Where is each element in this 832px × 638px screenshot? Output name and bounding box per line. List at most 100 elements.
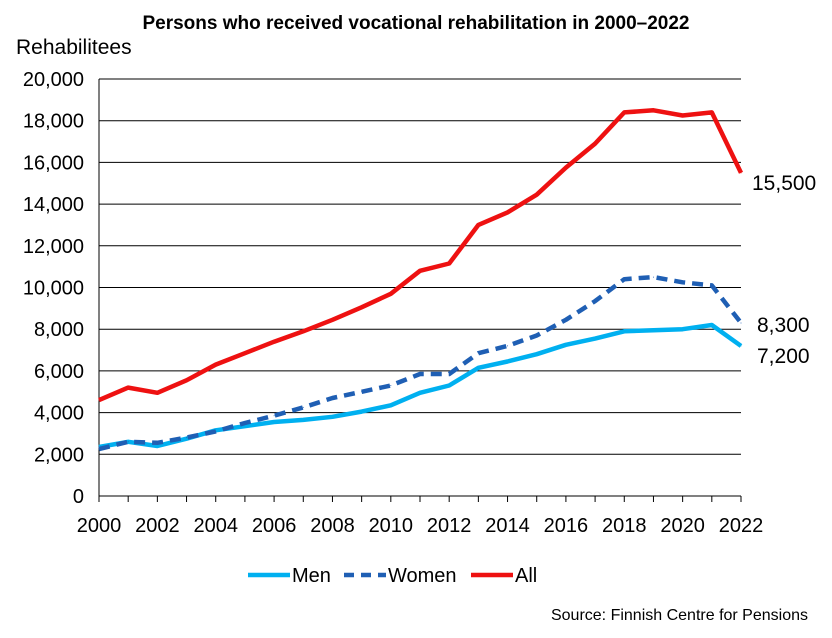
legend-label-all: All	[515, 565, 537, 587]
data-point-men	[419, 392, 421, 394]
data-point-women	[98, 448, 100, 450]
data-point-women	[361, 391, 363, 393]
data-point-all	[98, 399, 100, 401]
y-tick-label: 18,000	[23, 111, 84, 133]
data-point-men	[652, 329, 654, 331]
data-point-women	[331, 397, 333, 399]
data-point-women	[186, 437, 188, 439]
data-point-women	[215, 430, 217, 432]
data-point-all	[244, 352, 246, 354]
data-point-men	[156, 445, 158, 447]
data-point-all	[740, 172, 742, 174]
end-label-men: 7,200	[757, 345, 810, 368]
data-point-women	[273, 415, 275, 417]
x-tick-label: 2004	[193, 515, 238, 537]
data-point-all	[331, 319, 333, 321]
end-labels: 7,200 8,300 15,500	[752, 172, 816, 368]
data-point-all	[507, 211, 509, 213]
data-point-men	[448, 384, 450, 386]
x-tick-label: 2022	[719, 515, 764, 537]
data-point-all	[565, 167, 567, 169]
data-point-women	[156, 442, 158, 444]
data-point-women	[536, 334, 538, 336]
data-point-all	[361, 306, 363, 308]
x-tick-label: 2008	[310, 515, 355, 537]
data-point-women	[652, 276, 654, 278]
data-point-men	[244, 425, 246, 427]
x-tick-label: 2020	[660, 515, 705, 537]
data-point-all	[273, 341, 275, 343]
data-point-men	[536, 353, 538, 355]
x-tick-label: 2018	[602, 515, 647, 537]
data-point-men	[507, 361, 509, 363]
data-point-men	[331, 416, 333, 418]
data-point-women	[507, 345, 509, 347]
gridlines	[99, 78, 741, 497]
y-tick-label: 2,000	[34, 444, 84, 466]
data-point-all	[419, 270, 421, 272]
legend-label-women: Women	[388, 565, 457, 587]
y-tick-label: 12,000	[23, 236, 84, 258]
y-tick-label: 8,000	[34, 319, 84, 341]
data-point-women	[302, 406, 304, 408]
y-tick-label: 14,000	[23, 194, 84, 216]
y-tick-label: 20,000	[23, 69, 84, 91]
data-point-all	[623, 111, 625, 113]
data-point-men	[477, 367, 479, 369]
y-tick-label: 10,000	[23, 278, 84, 300]
x-axis: 2000 2002 2004 2006 2008 2010 2012 2014 2016 2018…	[77, 79, 764, 537]
source-note: Source: Finnish Centre for Pensions	[551, 607, 808, 624]
data-point-women	[682, 281, 684, 283]
data-point-men	[273, 421, 275, 423]
data-point-women	[623, 278, 625, 280]
y-tick-label: 0	[73, 486, 84, 508]
x-tick-label: 2000	[77, 515, 122, 537]
data-point-all	[682, 114, 684, 116]
data-point-men	[711, 324, 713, 326]
x-tick-label: 2010	[369, 515, 414, 537]
data-point-men	[682, 328, 684, 330]
data-point-women	[477, 352, 479, 354]
data-point-all	[186, 379, 188, 381]
x-tick-label: 2014	[485, 515, 530, 537]
data-point-women	[565, 319, 567, 321]
legend: Men Women All	[248, 565, 537, 587]
y-axis-ticks: 0 2,000 4,000 6,000 8,000 10,000 12,000 14,000 1…	[23, 69, 84, 508]
series-line-men	[98, 322, 743, 450]
data-point-all	[711, 111, 713, 113]
data-point-men	[594, 338, 596, 340]
data-point-all	[652, 109, 654, 111]
x-tick-label: 2002	[135, 515, 180, 537]
x-tick-label: 2012	[427, 515, 472, 537]
data-point-women	[740, 322, 742, 324]
chart-title: Persons who received vocational rehabili…	[142, 13, 689, 34]
data-point-all	[477, 224, 479, 226]
data-point-men	[623, 330, 625, 332]
legend-label-men: Men	[292, 565, 331, 587]
data-point-women	[244, 422, 246, 424]
data-point-women	[419, 373, 421, 375]
data-point-all	[594, 143, 596, 145]
data-point-women	[390, 384, 392, 386]
end-label-women: 8,300	[757, 314, 810, 337]
data-point-women	[448, 373, 450, 375]
data-point-all	[536, 194, 538, 196]
data-point-men	[565, 344, 567, 346]
data-point-men	[361, 411, 363, 413]
y-tick-label: 4,000	[34, 403, 84, 425]
x-tick-label: 2016	[544, 515, 589, 537]
y-tick-label: 6,000	[34, 361, 84, 383]
data-point-women	[127, 441, 129, 443]
data-point-all	[390, 293, 392, 295]
data-point-all	[302, 330, 304, 332]
data-point-all	[156, 392, 158, 394]
data-point-women	[594, 300, 596, 302]
series-line-all	[98, 108, 744, 403]
y-axis-label: Rehabilitees	[16, 36, 132, 59]
y-tick-label: 16,000	[23, 152, 84, 174]
x-tick-label: 2006	[252, 515, 297, 537]
data-point-men	[302, 419, 304, 421]
data-point-men	[390, 404, 392, 406]
end-label-all: 15,500	[752, 172, 816, 195]
